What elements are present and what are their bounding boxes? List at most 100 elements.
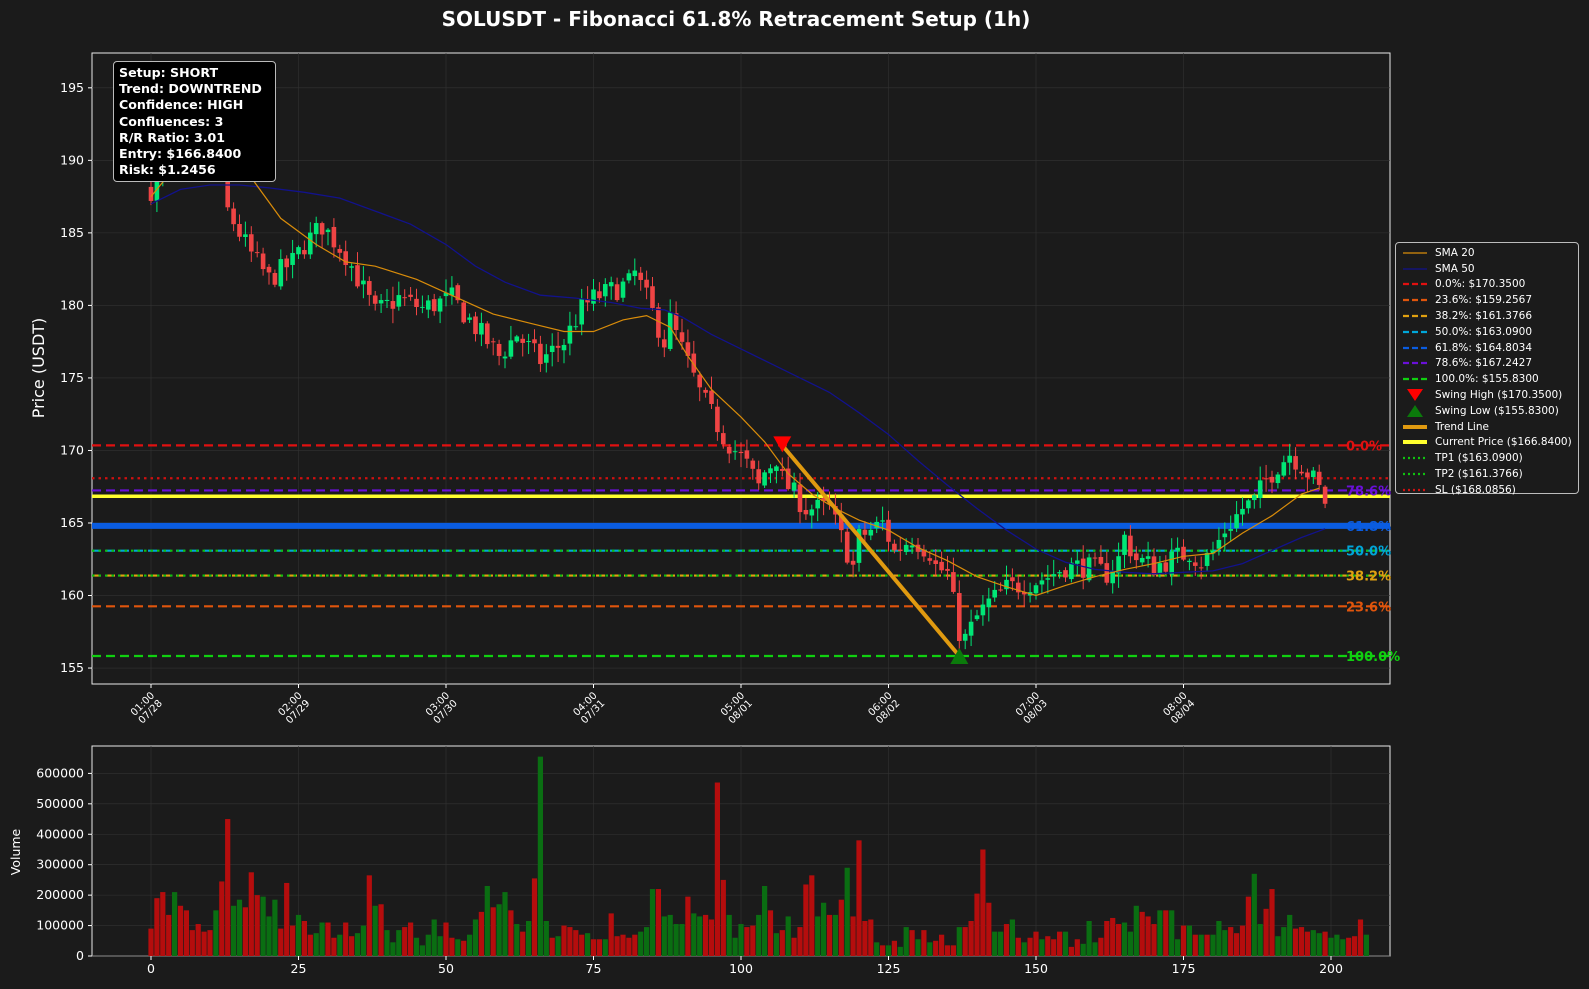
candle-body	[331, 226, 337, 248]
volume-bar	[177, 905, 184, 956]
candle-body	[266, 266, 272, 273]
candle-body	[479, 322, 484, 335]
volume-bar	[1210, 934, 1216, 956]
volume-bar	[903, 927, 909, 956]
candle-body	[1252, 495, 1257, 501]
candle-body	[957, 593, 962, 641]
candle-body	[662, 339, 667, 348]
volume-x-ticks: 0 25 50 75 100 125 150 175 200	[147, 956, 1343, 976]
volume-bar	[366, 875, 372, 956]
volume-bar	[443, 922, 449, 956]
volume-bar	[614, 936, 620, 956]
volume-bar	[697, 916, 703, 956]
volume-bar	[815, 916, 821, 956]
candle-body	[254, 252, 260, 254]
candle-body	[544, 354, 549, 363]
candle-body	[431, 299, 437, 312]
price-x-ticks: 01:0007/28 02:0007/29 03:0007/30 04:0007/31…	[129, 684, 1197, 726]
candle-body	[638, 272, 643, 280]
candle-body	[437, 298, 443, 312]
candle-body	[508, 340, 514, 357]
volume-bar	[219, 881, 225, 956]
candle-body	[862, 529, 868, 535]
candle-body	[951, 572, 956, 592]
legend-key	[1402, 452, 1428, 464]
legend-item: Current Price ($166.8400)	[1402, 435, 1578, 451]
candle-body	[780, 469, 785, 471]
volume-bar	[1340, 939, 1346, 956]
volume-x-tick-label: 100	[729, 961, 753, 976]
volume-bar	[313, 933, 319, 956]
candle-body	[1039, 580, 1045, 585]
info-trend: Trend: DOWNTREND	[119, 81, 262, 97]
candle-body	[313, 223, 319, 235]
price-plot: 0.0% 23.6% 38.2% 50.0% 61.8% 78.6% 100.0%	[92, 116, 1400, 665]
candle-body	[561, 344, 567, 351]
candle-body	[597, 291, 602, 299]
candle-body	[473, 316, 478, 335]
legend-item: 23.6%: $159.2567	[1402, 292, 1578, 308]
candle-body	[467, 317, 472, 320]
candle-body	[1257, 480, 1263, 499]
fib-level-label: 78.6%	[1346, 484, 1391, 499]
volume-bar	[714, 782, 720, 956]
price-y-tick-label: 170	[60, 442, 84, 457]
candle-body	[750, 460, 756, 469]
candle-body	[880, 520, 885, 522]
volume-bar	[826, 914, 833, 956]
candle-body	[420, 306, 425, 308]
volume-bar	[708, 919, 715, 956]
volume-bar	[254, 895, 260, 956]
candle-body	[1299, 471, 1304, 474]
volume-bar	[284, 882, 290, 956]
candle-body	[367, 281, 372, 295]
fib-level-label: 38.2%	[1346, 570, 1391, 585]
volume-bar	[1163, 910, 1169, 956]
volume-bar	[396, 930, 402, 956]
volume-y-tick-label: 200000	[36, 887, 84, 902]
candle-body	[632, 270, 638, 277]
volume-bar	[661, 916, 667, 956]
candle-body	[1010, 577, 1015, 582]
volume-bar	[295, 914, 302, 956]
volume-bar	[626, 937, 632, 956]
volume-bar	[968, 921, 974, 956]
candle-body	[278, 259, 284, 287]
candle-body	[656, 307, 661, 338]
candle-body	[384, 299, 390, 302]
candle-body	[785, 468, 791, 489]
volume-bar	[832, 914, 838, 956]
volume-bar	[679, 924, 685, 956]
candle-body	[1204, 552, 1210, 566]
candle-body	[1175, 547, 1180, 551]
volume-bar	[1222, 930, 1228, 956]
volume-bar	[927, 942, 933, 956]
volume-bar	[201, 931, 207, 956]
volume-x-tick-label: 75	[586, 961, 602, 976]
price-panel: 155 160 165 170 175 180 185 190 195 01:0007/28 02…	[29, 52, 1400, 726]
volume-y-tick-label: 0	[76, 948, 84, 963]
volume-bar	[644, 927, 650, 956]
volume-x-tick-label: 25	[291, 961, 307, 976]
volume-bar	[921, 930, 927, 956]
candle-body	[355, 265, 360, 287]
info-risk: Risk: $1.2456	[119, 162, 216, 178]
volume-bar	[939, 934, 945, 956]
volume-bar	[472, 919, 479, 956]
candle-body	[1311, 470, 1316, 478]
candle-body	[579, 298, 584, 325]
volume-bar	[1346, 937, 1352, 956]
candle-body	[726, 446, 732, 454]
candle-body	[685, 342, 691, 356]
candle-body	[426, 300, 431, 310]
volume-bar	[431, 919, 437, 956]
volume-bar	[1180, 925, 1187, 956]
candle-body	[1246, 500, 1251, 509]
volume-bar	[1269, 889, 1275, 956]
volume-bar	[1239, 925, 1246, 956]
volume-bar	[756, 914, 762, 956]
volume-bar	[1169, 910, 1175, 956]
volume-bar	[514, 924, 520, 956]
volume-bar	[1086, 921, 1092, 956]
